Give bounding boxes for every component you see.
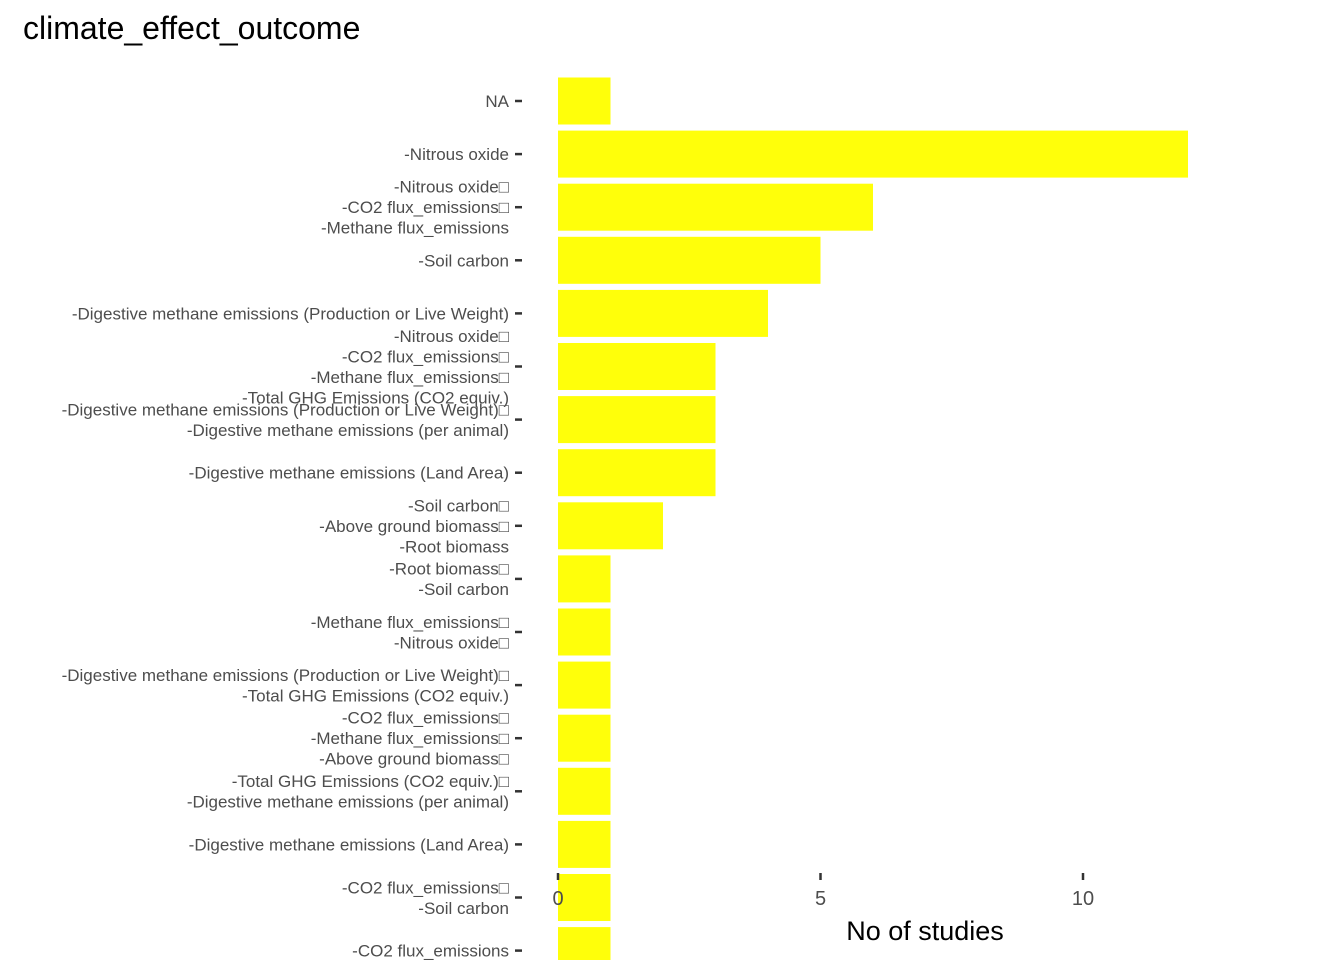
bar-16 [558, 927, 611, 960]
category-label-8-line-1: -Above ground biomass□ [319, 517, 509, 536]
bar-8 [558, 502, 663, 550]
x-tick-label-2: 10 [1072, 888, 1094, 910]
x-axis-title: No of studies [846, 916, 1004, 946]
bar-10 [558, 608, 611, 656]
category-label-8-line-2: -Root biomass [399, 537, 509, 556]
category-label-10-line-1: -Nitrous oxide□ [394, 633, 509, 652]
bar-4 [558, 289, 768, 337]
category-label-5-line-2: -Methane flux_emissions□ [311, 368, 509, 387]
x-tick-label-0: 0 [552, 888, 563, 910]
bar-5 [558, 343, 716, 390]
category-label-1-line-0: -Nitrous oxide [404, 145, 509, 164]
category-label-2-line-2: -Methane flux_emissions [321, 219, 509, 238]
category-label-6-line-0: -Digestive methane emissions (Production… [62, 400, 509, 419]
bar-11 [558, 661, 611, 709]
bar-15 [558, 874, 611, 921]
x-tick-label-1: 5 [815, 888, 826, 910]
bar-1 [558, 130, 1188, 178]
bar-9 [558, 555, 611, 603]
category-label-12-line-2: -Above ground biomass□ [319, 750, 509, 769]
category-label-11-line-1: -Total GHG Emissions (CO2 equiv.) [242, 686, 509, 705]
category-label-3-line-0: -Soil carbon [418, 251, 509, 270]
category-label-10-line-0: -Methane flux_emissions□ [311, 613, 509, 632]
category-label-15-line-0: -CO2 flux_emissions□ [342, 878, 509, 897]
y-ticks-group [515, 99, 522, 952]
category-label-15-line-1: -Soil carbon [418, 899, 509, 918]
chart-title: climate_effect_outcome [23, 10, 361, 46]
bar-7 [558, 449, 716, 497]
category-label-13-line-1: -Digestive methane emissions (per animal… [187, 793, 509, 812]
category-label-11-line-0: -Digestive methane emissions (Production… [62, 666, 509, 685]
bars-group [558, 77, 1188, 960]
category-label-2-line-0: -Nitrous oxide□ [394, 178, 509, 197]
category-label-12-line-1: -Methane flux_emissions□ [311, 729, 509, 748]
category-label-16-line-0: -CO2 flux_emissions [352, 942, 509, 960]
category-label-9-line-1: -Soil carbon [418, 580, 509, 599]
category-label-5-line-0: -Nitrous oxide□ [394, 327, 509, 346]
x-axis: 0 5 10 [552, 873, 1094, 910]
category-label-14-line-0: -Digestive methane emissions (Land Area) [189, 835, 509, 854]
category-label-7-line-0: -Digestive methane emissions (Land Area) [189, 464, 509, 483]
bar-12 [558, 714, 611, 762]
bar-14 [558, 820, 611, 868]
bar-2 [558, 183, 873, 231]
bar-0 [558, 77, 611, 125]
category-label-2-line-1: -CO2 flux_emissions□ [342, 198, 509, 217]
category-label-4-line-0: -Digestive methane emissions (Production… [72, 304, 509, 323]
bar-13 [558, 767, 611, 815]
category-label-8-line-0: -Soil carbon□ [408, 496, 509, 515]
category-label-5-line-3: -Total GHG Emissions (CO2 equiv.) [242, 388, 509, 407]
category-labels-group: NA-Nitrous oxide-Nitrous oxide□-CO2 flux… [62, 92, 510, 960]
category-label-12-line-0: -CO2 flux_emissions□ [342, 709, 509, 728]
category-label-9-line-0: -Root biomass□ [389, 560, 509, 579]
category-label-13-line-0: -Total GHG Emissions (CO2 equiv.)□ [232, 772, 509, 791]
category-label-0-line-0: NA [485, 92, 509, 111]
bar-3 [558, 236, 821, 284]
category-label-6-line-1: -Digestive methane emissions (per animal… [187, 421, 509, 440]
bar-6 [558, 396, 716, 444]
category-label-5-line-1: -CO2 flux_emissions□ [342, 347, 509, 366]
